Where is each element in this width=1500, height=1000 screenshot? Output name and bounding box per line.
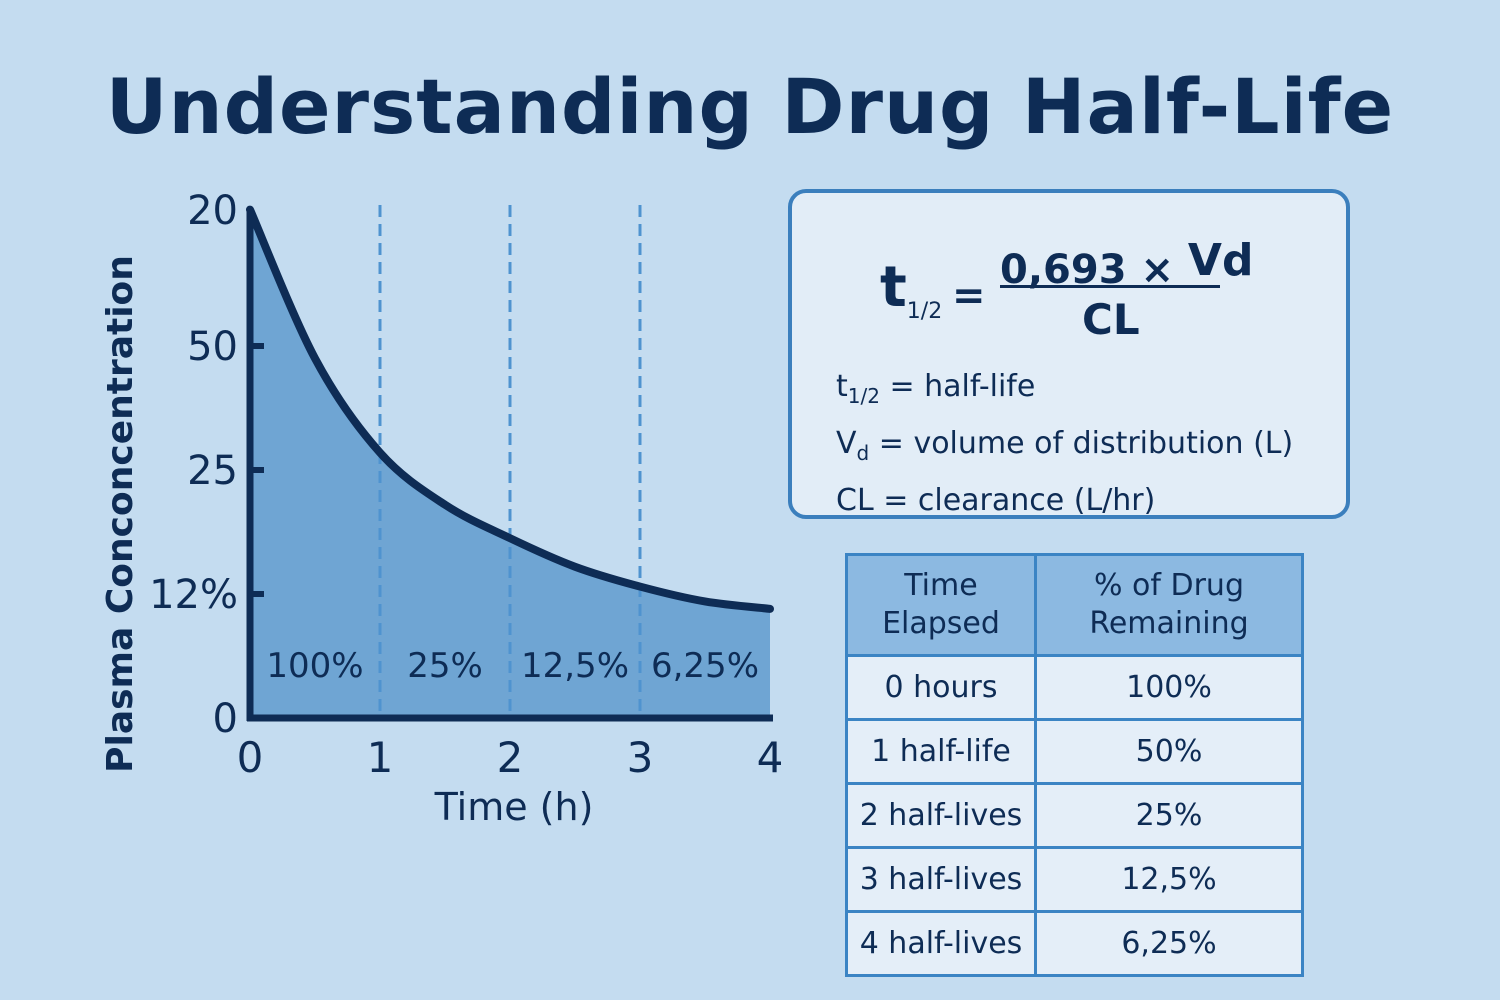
drug-remaining-table: Time Elapsed % of Drug Remaining 0 hours… (845, 553, 1304, 977)
y-tick-label: 50 (187, 324, 238, 370)
segment-label: 6,25% (651, 646, 759, 686)
formula-lhs-sub: 1/2 (906, 299, 943, 325)
formula-numerator-var: Vd (1187, 235, 1254, 286)
table-row: 3 half-lives 12,5% (845, 846, 1304, 913)
time-cell: 0 hours (845, 654, 1037, 721)
formula-definitions: t1/2 = half-life Vd = volume of distribu… (836, 363, 1293, 524)
y-tick-label: 0 (213, 696, 238, 742)
time-cell: 1 half-life (845, 718, 1037, 785)
table-row: 0 hours 100% (845, 654, 1304, 721)
time-cell: 3 half-lives (845, 846, 1037, 913)
table-row: 1 half-life 50% (845, 718, 1304, 785)
half-life-chart: 0 12% 25 50 20 0 1 2 3 4 100% 25% 12,5% 6,25% Time (h)… (100, 188, 784, 829)
definition-clearance: CL = clearance (L/hr) (836, 483, 1156, 518)
y-tick-label: 20 (187, 188, 238, 234)
page-title: Understanding Drug Half-Life (105, 62, 1395, 151)
percent-cell: 12,5% (1034, 846, 1304, 913)
x-tick-label: 2 (497, 733, 524, 782)
definition-half-life: t1/2 = half-life (836, 369, 1036, 408)
half-life-formula: t1/2 = 0,693 × Vd CL (792, 233, 1346, 353)
concentration-curve (246, 205, 774, 613)
formula-box: t1/2 = 0,693 × Vd CL t1/2 = half-life Vd… (788, 189, 1350, 519)
percent-cell: 25% (1034, 782, 1304, 849)
percent-cell: 6,25% (1034, 910, 1304, 977)
header-time-elapsed: Time Elapsed (845, 553, 1037, 657)
y-axis-label: Plasma Conconcentration (100, 255, 141, 773)
time-cell: 2 half-lives (845, 782, 1037, 849)
x-tick-label: 0 (237, 733, 264, 782)
time-cell: 4 half-lives (845, 910, 1037, 977)
segment-label: 100% (266, 646, 363, 686)
x-tick-label: 3 (627, 733, 654, 782)
segment-label: 25% (407, 646, 483, 686)
percent-cell: 100% (1034, 654, 1304, 721)
fraction-bar (1000, 285, 1220, 288)
table-row: 2 half-lives 25% (845, 782, 1304, 849)
formula-denominator: CL (1082, 295, 1140, 344)
formula-lhs: t (880, 255, 907, 320)
header-percent-remaining: % of Drug Remaining (1034, 553, 1304, 657)
x-tick-label: 4 (757, 733, 784, 782)
y-tick-label: 12% (149, 572, 238, 618)
percent-cell: 50% (1034, 718, 1304, 785)
table-header-row: Time Elapsed % of Drug Remaining (845, 553, 1304, 657)
x-axis-label: Time (h) (434, 785, 594, 829)
segment-label: 12,5% (521, 646, 629, 686)
x-tick-label: 1 (367, 733, 394, 782)
formula-equals: = (952, 273, 986, 319)
table-row: 4 half-lives 6,25% (845, 910, 1304, 977)
definition-volume: Vd = volume of distribution (L) (836, 426, 1294, 465)
y-tick-label: 25 (187, 448, 238, 494)
